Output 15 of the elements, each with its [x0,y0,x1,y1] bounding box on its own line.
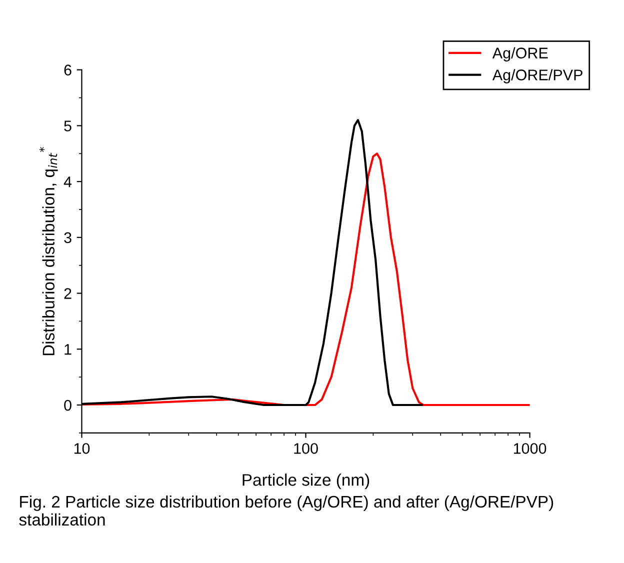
y-tick-label: 1 [64,344,72,355]
y-tick-label: 5 [64,120,72,132]
y-tick-label: 2 [64,288,72,299]
y-tick-label: 4 [64,176,72,188]
legend-label: Ag/ORE/PVP [492,69,582,84]
x-tick-label: 1000 [514,443,546,454]
y-tick-label: 3 [64,232,72,244]
x-tick-label: 10 [74,443,90,454]
x-tick-label: 100 [294,443,318,454]
caption: Fig. 2 Particle size distribution before (Ag/ORE) and after (Ag/ORE/PVP) stabilization [19,495,554,526]
y-tick-label: 6 [64,64,72,76]
legend-label: Ag/ORE [492,47,548,62]
y-tick-label: 0 [64,400,72,411]
y-axis-title: Distriburion distribution, q$_{int}$$^{*}$ [39,147,58,356]
x-axis-title: Particle size (nm) [242,474,370,490]
